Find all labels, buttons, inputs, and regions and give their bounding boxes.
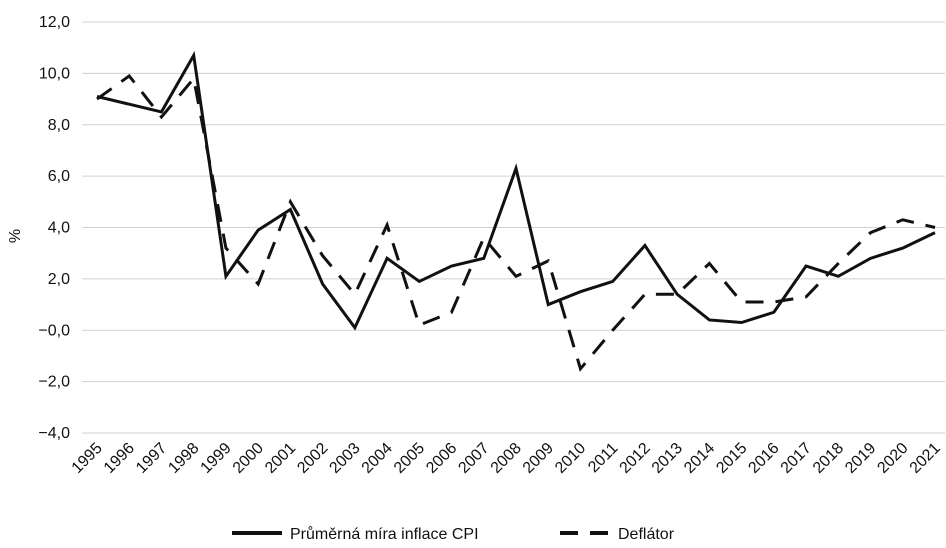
x-tick-label: 2016 <box>745 440 782 477</box>
x-tick-label: 2020 <box>874 440 911 477</box>
x-tick-label: 2001 <box>262 440 299 477</box>
x-tick-label: 1995 <box>69 440 106 477</box>
x-tick-label: 2014 <box>681 440 718 477</box>
x-tick-label: 2013 <box>649 440 686 477</box>
x-tick-label: 2003 <box>326 440 363 477</box>
y-tick-label: 4,0 <box>48 220 70 237</box>
x-tick-label: 2021 <box>907 440 944 477</box>
x-tick-label: 2000 <box>230 440 267 477</box>
line <box>96 73 936 372</box>
legend-label: Deflátor <box>618 526 675 543</box>
y-tick-label: −2,0 <box>38 374 70 391</box>
x-tick-label: 2015 <box>713 440 750 477</box>
x-tick-label: 1997 <box>133 440 170 477</box>
x-tick-label: 2004 <box>359 440 396 477</box>
y-tick-label: 6,0 <box>48 168 70 185</box>
y-tick-label: 10,0 <box>39 65 70 82</box>
x-tick-label: 2006 <box>423 440 460 477</box>
line <box>96 50 936 331</box>
y-tick-label: −4,0 <box>38 425 70 442</box>
y-tick-label: 8,0 <box>48 117 70 134</box>
x-tick-label: 2011 <box>585 440 621 476</box>
x-tick-label: 2010 <box>552 440 589 477</box>
x-tick-label: 1999 <box>198 440 235 477</box>
y-axis-label: % <box>7 229 24 243</box>
legend-label: Průměrná míra inflace CPI <box>290 525 479 543</box>
x-tick-label: 2012 <box>617 440 654 477</box>
y-tick-label: 12,0 <box>39 14 70 31</box>
y-tick-label: 2,0 <box>48 271 70 288</box>
x-tick-label: 2018 <box>810 440 847 477</box>
x-tick-label: 2019 <box>842 440 879 477</box>
x-tick-label: 2017 <box>778 440 815 477</box>
x-tick-label: 2002 <box>294 440 331 477</box>
x-tick-label: 2008 <box>488 440 525 477</box>
x-tick-label: 2009 <box>520 440 557 477</box>
x-tick-label: 1996 <box>101 440 138 477</box>
y-tick-label: −0,0 <box>38 322 70 339</box>
x-tick-label: 2005 <box>391 440 428 477</box>
x-tick-label: 2007 <box>455 440 492 477</box>
x-tick-label: 1998 <box>165 440 202 477</box>
